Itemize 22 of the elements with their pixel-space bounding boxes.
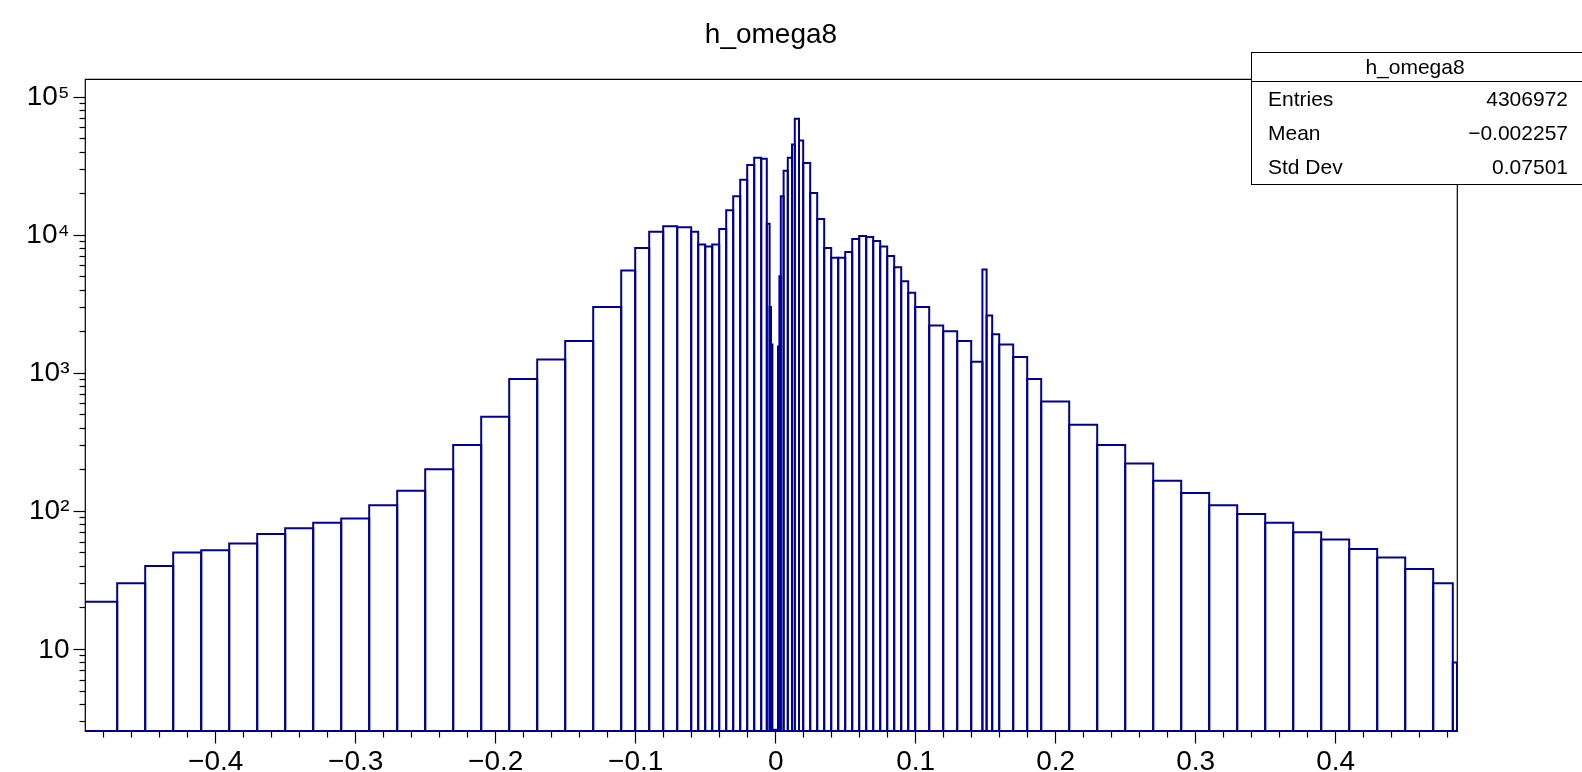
chart-title: h_omega8: [704, 18, 838, 49]
y-tick-label: 10³: [29, 356, 70, 388]
y-tick-label: 10⁵: [26, 80, 70, 112]
x-tick-label: 0.1: [896, 744, 936, 772]
x-tick-label: −0.1: [608, 744, 664, 772]
annotation: Entries: [1268, 86, 1334, 112]
x-tick-label: −0.3: [328, 744, 384, 772]
x-tick-label: 0.4: [1316, 744, 1356, 772]
text: 0.07501: [1492, 154, 1568, 180]
x-tick-label: 0.3: [1176, 744, 1216, 772]
text: h_omega8: [1252, 53, 1582, 82]
y-tick-label: 10: [38, 632, 70, 664]
text: −0.002257: [1468, 120, 1568, 146]
x-tick-label: 0.2: [1036, 744, 1076, 772]
annotation: Std Dev: [1268, 154, 1343, 180]
x-tick-label: −0.2: [468, 744, 524, 772]
y-tick-label: 10⁴: [26, 218, 70, 250]
x-tick-label: −0.4: [188, 744, 244, 772]
y-tick-label: 10²: [29, 494, 70, 526]
text: 4306972: [1486, 86, 1568, 112]
annotation: Mean: [1268, 120, 1321, 146]
x-tick-label: 0: [767, 744, 784, 772]
